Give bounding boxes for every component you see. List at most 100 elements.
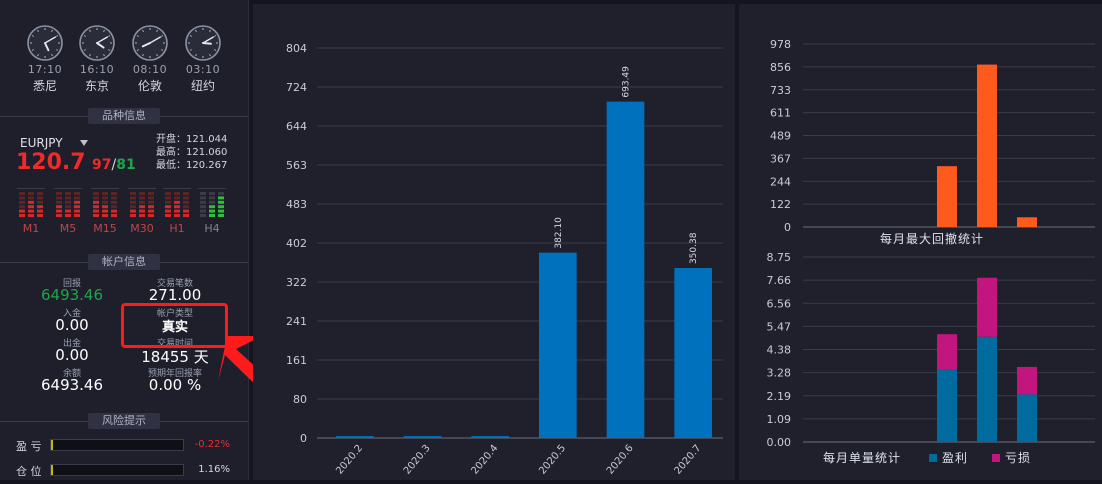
signal-bars-icon [163,187,191,217]
clock-icon [27,25,63,61]
signal-segment [28,192,34,195]
signal-segment [130,205,136,209]
signal-segment [130,192,136,195]
signal-segment [200,214,206,217]
signal-segment [56,209,62,213]
signal-segment [165,214,171,217]
signal-segment [139,205,145,209]
signal-segment [37,192,43,195]
clock-newyork: 03:10 纽约 [183,24,223,94]
signal-segment [74,205,80,209]
timeframe-m5[interactable]: M5 [54,187,82,235]
signal-segment [111,196,117,200]
open-price: 开盘：121.044 [156,134,227,146]
legend-label-profit: 盈利 [942,451,968,465]
clock-hour-hand [96,42,105,49]
signal-segment [209,196,215,200]
signal-segment [200,209,206,213]
timeframe-h1[interactable]: H1 [163,187,191,235]
signal-segment [148,192,154,195]
signal-segment [130,214,136,217]
signal-segment [102,196,108,200]
clock-minute-hand [96,36,109,44]
clock-hour-hand [141,42,151,48]
clock-tick [195,54,197,57]
bar-profit [1017,394,1037,442]
signal-segment [130,209,136,213]
signal-segment [218,205,224,209]
return-label: 回报 [62,279,81,289]
monthly-return-chart: 0 80 161 241 322 402 483 563 644 724 804 2020.2 2020… [253,4,735,480]
bar-loss [977,277,997,337]
signal-segment [102,192,108,195]
clock-london: 08:10 伦敦 [130,24,170,94]
highlight-box [121,303,228,348]
clock-tick [56,35,59,37]
signal-segment [37,209,43,213]
clock-icon [132,25,168,61]
symbol-select[interactable]: EURJPY [20,136,63,150]
clock-hour-hand [44,42,50,52]
timeframe-label: M30 [130,222,154,235]
profit-loss-bar [50,439,184,451]
clock-tokyo: 16:10 东京 [77,24,117,94]
signal-segment [148,209,154,213]
signal-segment [218,192,224,195]
clock-tick [31,35,34,37]
signal-segment [174,200,180,204]
chevron-down-icon[interactable] [80,140,88,146]
bar [937,166,957,227]
clock-hour-hand [202,42,212,45]
signal-segment [37,200,43,204]
signal-segment [74,196,80,200]
y-tick-label: 1.09 [767,413,792,426]
y-tick-label: 8.75 [767,252,792,264]
signal-segment [174,214,180,217]
timeframe-h4[interactable]: H4 [198,187,226,235]
price-main: 120.7 [16,150,86,175]
high-value: 121.060 [186,147,228,158]
y-tick-label: 483 [286,198,307,211]
timeframe-label: M5 [59,222,77,235]
timeframe-m1[interactable]: M1 [17,187,45,235]
clock-tick [108,35,111,37]
clock-tick [89,54,91,57]
open-label: 开盘： [156,134,186,145]
clock-tick [156,54,158,57]
legend-label-loss: 亏损 [1005,451,1031,465]
signal-segment [56,192,62,195]
chart-title: 每月最大回撤统计 [880,231,984,246]
timeframe-m30[interactable]: M30 [128,187,156,235]
signal-segment [37,196,43,200]
signal-segment [200,196,206,200]
timeframe-m15[interactable]: M15 [91,187,119,235]
clock-tick [209,29,211,32]
clock-tick [51,29,53,32]
timeframe-label: H4 [204,222,220,235]
position-value: 1.16% [198,464,230,475]
bar [606,101,645,439]
signal-segment [111,205,117,209]
signal-segment [37,205,43,209]
signal-segment [139,200,145,204]
y-tick-label: 322 [286,276,307,289]
profit-loss-label: 盈 亏 [16,440,42,453]
y-tick-label: 0.00 [767,436,792,449]
clock-city: 东京 [84,79,109,93]
bar [336,436,374,438]
bar [977,64,997,227]
signal-segment [93,205,99,209]
y-tick-label: 563 [286,159,307,172]
signal-segment [56,196,62,200]
signal-segment [139,192,145,195]
y-tick-label: 7.66 [767,274,792,287]
clock-minute-hand [202,36,215,44]
y-tick-label: 0 [300,432,307,445]
signal-segment [74,200,80,204]
y-tick-label: 611 [770,107,791,120]
y-tick-label: 733 [770,84,791,97]
signal-segment [19,200,25,204]
account-info-header-label: 帐户信息 [88,254,160,270]
y-tick-label: 6.56 [767,297,792,310]
bar-data-label: 693.49 [622,66,632,98]
